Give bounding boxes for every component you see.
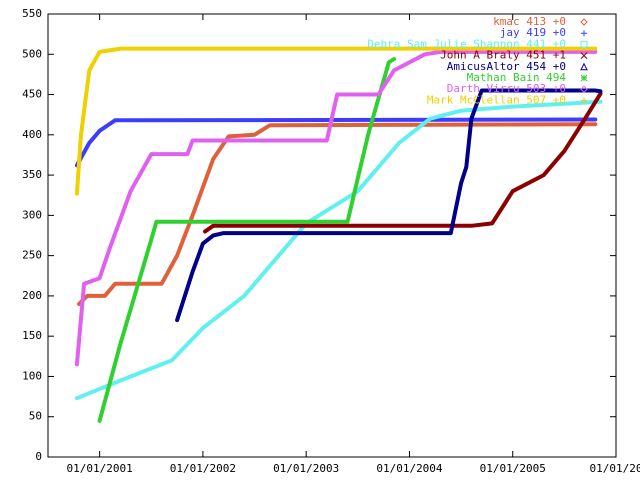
legend-marker xyxy=(580,74,588,82)
y-tick-label: 500 xyxy=(22,47,42,60)
legend-marker xyxy=(580,85,588,93)
y-tick-label: 400 xyxy=(22,128,42,141)
series-line xyxy=(74,49,598,367)
legend-label: Mathan Bain 494 xyxy=(467,71,567,84)
legend-label: Mark McClellan 507 +0 xyxy=(427,93,566,106)
series-line xyxy=(74,117,598,168)
series-line xyxy=(77,122,598,306)
legend-marker xyxy=(580,40,588,48)
x-tick-label: 01/01/20 xyxy=(590,462,640,475)
legend-marker xyxy=(581,30,587,37)
y-tick-label: 350 xyxy=(22,168,42,181)
legend-marker xyxy=(580,52,588,59)
x-tick-label: 01/01/2004 xyxy=(376,462,443,475)
x-tick-label: 01/01/2003 xyxy=(273,462,339,475)
y-tick-label: 300 xyxy=(22,208,42,221)
y-tick-label: 100 xyxy=(22,369,42,382)
series-line xyxy=(74,99,603,401)
series-line xyxy=(175,88,603,323)
y-tick-label: 250 xyxy=(22,249,42,262)
y-tick-label: 150 xyxy=(22,329,42,342)
legend-label: AmicusAltor 454 +0 xyxy=(447,60,566,73)
x-tick-label: 01/01/2002 xyxy=(170,462,236,475)
legend-marker xyxy=(580,62,588,71)
legend-label: Darth Virru 503 +0 xyxy=(447,82,566,95)
y-tick-label: 0 xyxy=(35,450,42,463)
y-tick-label: 200 xyxy=(22,289,42,302)
legend-marker xyxy=(580,18,588,26)
legend-label: kmac 413 +0 xyxy=(493,15,566,28)
series-line xyxy=(203,91,603,234)
series-line xyxy=(74,46,598,196)
y-tick-label: 450 xyxy=(22,88,42,101)
x-tick-label: 01/01/2001 xyxy=(67,462,133,475)
legend-label: jay 419 +0 xyxy=(500,26,566,39)
legend-label: Debra Sam Julie Shannon 441 +0 xyxy=(367,37,566,50)
legend-label: John A Braly 451 +1 xyxy=(440,49,566,62)
y-tick-label: 50 xyxy=(29,410,42,423)
plot-border xyxy=(47,13,617,458)
legend-marker xyxy=(581,97,587,104)
series-line xyxy=(97,57,396,423)
y-tick-label: 550 xyxy=(22,7,42,20)
x-tick-label: 01/01/2005 xyxy=(480,462,546,475)
